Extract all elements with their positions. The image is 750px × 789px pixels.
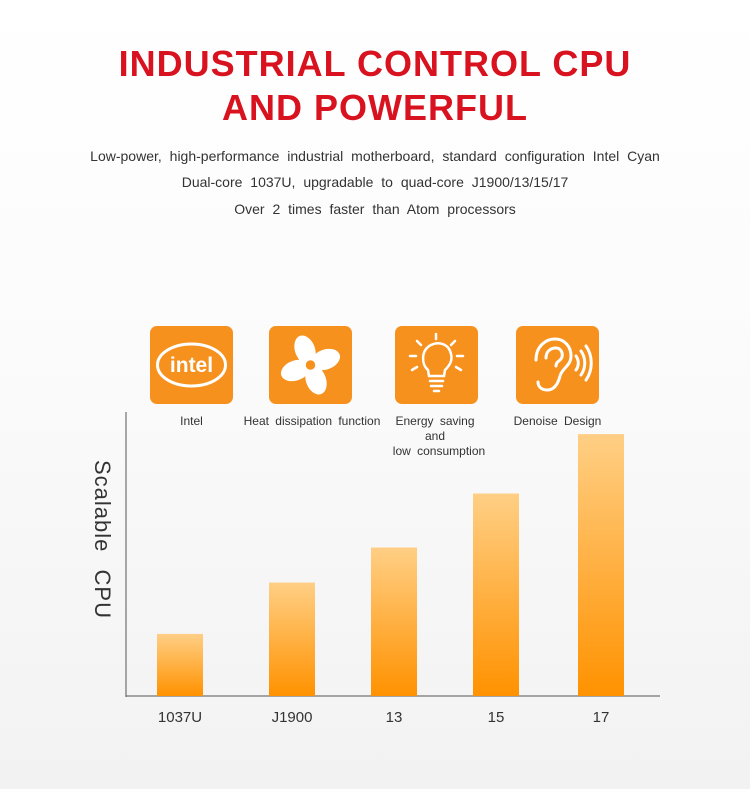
bars-group — [157, 434, 624, 696]
x-tick-label: 17 — [593, 709, 610, 726]
bar-1037u — [157, 633, 203, 696]
bar-17 — [578, 434, 624, 696]
bar-13 — [371, 547, 417, 696]
x-tick-labels: 1037U J1900 13 15 17 — [158, 709, 609, 726]
ear-icon — [516, 326, 599, 404]
title-line-2: AND POWERFUL — [222, 87, 528, 128]
x-tick-label: 13 — [386, 709, 403, 726]
feature-label-intel: Intel — [180, 414, 203, 428]
feature-label-low-consumption: low consumption — [392, 444, 486, 458]
bar-15 — [473, 493, 519, 696]
x-tick-label: 15 — [488, 709, 505, 726]
bar-j1900 — [269, 582, 315, 696]
title-line-1: INDUSTRIAL CONTROL CPU — [118, 43, 632, 84]
intel-logo-icon: intel — [150, 326, 233, 404]
description-line-1: Low-power, high-performance industrial m… — [90, 148, 660, 164]
x-tick-label: 1037U — [158, 709, 202, 726]
lightbulb-icon — [395, 326, 478, 404]
feature-label-denoise: Denoise Design — [513, 414, 602, 428]
description-line-3: Over 2 times faster than Atom processors — [234, 201, 516, 217]
description-line-2: Dual-core 1037U, upgradable to quad-core… — [181, 174, 569, 190]
x-tick-label: J1900 — [272, 709, 313, 726]
intel-logo-text: intel — [170, 354, 213, 377]
feature-label-heat-dissipation: Heat dissipation function — [243, 414, 381, 428]
y-axis-label: Scalable CPU — [90, 460, 115, 619]
fan-icon — [269, 326, 352, 404]
feature-label-energy-saving: Energy saving and — [395, 414, 475, 443]
